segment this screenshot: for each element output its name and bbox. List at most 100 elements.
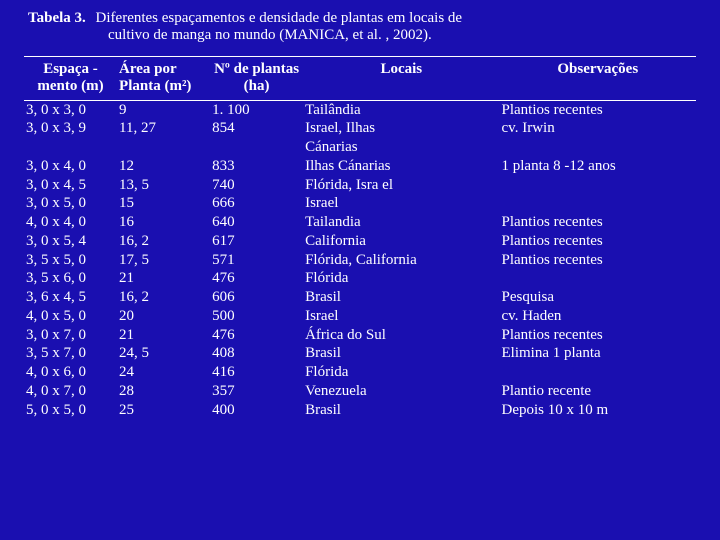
caption-line1: Tabela 3. Diferentes espaçamentos e dens… xyxy=(28,10,696,27)
cell-loc: Israel xyxy=(303,307,499,326)
cell-esp: 4, 0 x 6, 0 xyxy=(24,363,117,382)
cell-obs xyxy=(500,176,696,195)
table-row: 3, 5 x 5, 017, 5571Flórida, CaliforniaPl… xyxy=(24,251,696,270)
cell-area: 24 xyxy=(117,363,210,382)
cell-area: 16, 2 xyxy=(117,288,210,307)
cell-loc: Flórida xyxy=(303,363,499,382)
cell-esp: 3, 0 x 3, 9 xyxy=(24,119,117,157)
cell-area: 28 xyxy=(117,382,210,401)
table-header-row: Espaça - mento (m) Área por Planta (m²) … xyxy=(24,57,696,101)
cell-obs: Elimina 1 planta xyxy=(500,344,696,363)
cell-area: 9 xyxy=(117,100,210,119)
cell-area: 24, 5 xyxy=(117,344,210,363)
cell-obs xyxy=(500,194,696,213)
table-row: 3, 0 x 7, 021476África do SulPlantios re… xyxy=(24,326,696,345)
cell-num: 606 xyxy=(210,288,303,307)
cell-esp: 3, 0 x 7, 0 xyxy=(24,326,117,345)
cell-num: 617 xyxy=(210,232,303,251)
cell-num: 500 xyxy=(210,307,303,326)
col-header-locais: Locais xyxy=(303,57,499,101)
cell-obs: cv. Irwin xyxy=(500,119,696,157)
cell-esp: 4, 0 x 5, 0 xyxy=(24,307,117,326)
cell-num: 833 xyxy=(210,157,303,176)
cell-loc: Brasil xyxy=(303,401,499,420)
cell-loc: Flórida, California xyxy=(303,251,499,270)
cell-obs: Plantios recentes xyxy=(500,213,696,232)
table-row: 5, 0 x 5, 025400BrasilDepois 10 x 10 m xyxy=(24,401,696,420)
cell-obs: cv. Haden xyxy=(500,307,696,326)
cell-esp: 3, 0 x 4, 0 xyxy=(24,157,117,176)
cell-loc: Flórida xyxy=(303,269,499,288)
cell-esp: 3, 0 x 5, 0 xyxy=(24,194,117,213)
cell-esp: 3, 0 x 4, 5 xyxy=(24,176,117,195)
cell-esp: 4, 0 x 7, 0 xyxy=(24,382,117,401)
cell-loc: Ilhas Cánarias xyxy=(303,157,499,176)
cell-num: 740 xyxy=(210,176,303,195)
col-header-obs: Observações xyxy=(500,57,696,101)
cell-num: 400 xyxy=(210,401,303,420)
table-row: 4, 0 x 6, 024416Flórida xyxy=(24,363,696,382)
table-row: 3, 0 x 4, 012833Ilhas Cánarias1 planta 8… xyxy=(24,157,696,176)
cell-area: 21 xyxy=(117,326,210,345)
cell-num: 854 xyxy=(210,119,303,157)
cell-loc: Tailândia xyxy=(303,100,499,119)
cell-obs: 1 planta 8 -12 anos xyxy=(500,157,696,176)
cell-obs: Pesquisa xyxy=(500,288,696,307)
caption-text-line1: Diferentes espaçamentos e densidade de p… xyxy=(96,10,463,26)
table-row: 3, 6 x 4, 516, 2606BrasilPesquisa xyxy=(24,288,696,307)
cell-loc: Tailandia xyxy=(303,213,499,232)
table-row: 3, 0 x 4, 513, 5740Flórida, Isra el xyxy=(24,176,696,195)
cell-obs: Plantios recentes xyxy=(500,100,696,119)
table-row: 3, 5 x 7, 024, 5408BrasilElimina 1 plant… xyxy=(24,344,696,363)
cell-area: 17, 5 xyxy=(117,251,210,270)
cell-num: 357 xyxy=(210,382,303,401)
cell-area: 12 xyxy=(117,157,210,176)
caption-text-line2: cultivo de manga no mundo (MANICA, et al… xyxy=(108,27,696,44)
cell-esp: 3, 0 x 5, 4 xyxy=(24,232,117,251)
col-header-area: Área por Planta (m²) xyxy=(117,57,210,101)
table-row: 4, 0 x 5, 020500Israelcv. Haden xyxy=(24,307,696,326)
cell-area: 20 xyxy=(117,307,210,326)
cell-esp: 3, 5 x 5, 0 xyxy=(24,251,117,270)
cell-num: 476 xyxy=(210,326,303,345)
cell-num: 640 xyxy=(210,213,303,232)
cell-area: 13, 5 xyxy=(117,176,210,195)
cell-area: 16, 2 xyxy=(117,232,210,251)
cell-obs: Plantios recentes xyxy=(500,326,696,345)
cell-loc: Israel, Ilhas Cánarias xyxy=(303,119,499,157)
cell-num: 666 xyxy=(210,194,303,213)
table-row: 3, 0 x 3, 091. 100TailândiaPlantios rece… xyxy=(24,100,696,119)
cell-obs: Plantio recente xyxy=(500,382,696,401)
table-row: 3, 5 x 6, 021476Flórida xyxy=(24,269,696,288)
cell-obs xyxy=(500,269,696,288)
cell-loc: Venezuela xyxy=(303,382,499,401)
table-label: Tabela 3. xyxy=(28,10,86,26)
cell-esp: 3, 0 x 3, 0 xyxy=(24,100,117,119)
cell-esp: 3, 5 x 7, 0 xyxy=(24,344,117,363)
cell-loc: Israel xyxy=(303,194,499,213)
cell-obs: Plantios recentes xyxy=(500,232,696,251)
cell-num: 416 xyxy=(210,363,303,382)
cell-loc: Flórida, Isra el xyxy=(303,176,499,195)
cell-area: 15 xyxy=(117,194,210,213)
table-row: 4, 0 x 7, 028357VenezuelaPlantio recente xyxy=(24,382,696,401)
col-header-espacamento: Espaça - mento (m) xyxy=(24,57,117,101)
cell-esp: 4, 0 x 4, 0 xyxy=(24,213,117,232)
table-row: 3, 0 x 5, 416, 2617CaliforniaPlantios re… xyxy=(24,232,696,251)
cell-num: 571 xyxy=(210,251,303,270)
cell-loc: Brasil xyxy=(303,344,499,363)
cell-area: 11, 27 xyxy=(117,119,210,157)
cell-loc: África do Sul xyxy=(303,326,499,345)
cell-esp: 5, 0 x 5, 0 xyxy=(24,401,117,420)
cell-area: 21 xyxy=(117,269,210,288)
cell-esp: 3, 6 x 4, 5 xyxy=(24,288,117,307)
cell-obs: Plantios recentes xyxy=(500,251,696,270)
cell-num: 408 xyxy=(210,344,303,363)
cell-num: 476 xyxy=(210,269,303,288)
page: Tabela 3. Diferentes espaçamentos e dens… xyxy=(0,0,720,429)
col-header-num: Nº de plantas (ha) xyxy=(210,57,303,101)
table-row: 3, 0 x 3, 911, 27854Israel, Ilhas Cánari… xyxy=(24,119,696,157)
cell-area: 25 xyxy=(117,401,210,420)
table-body: 3, 0 x 3, 091. 100TailândiaPlantios rece… xyxy=(24,100,696,419)
cell-area: 16 xyxy=(117,213,210,232)
